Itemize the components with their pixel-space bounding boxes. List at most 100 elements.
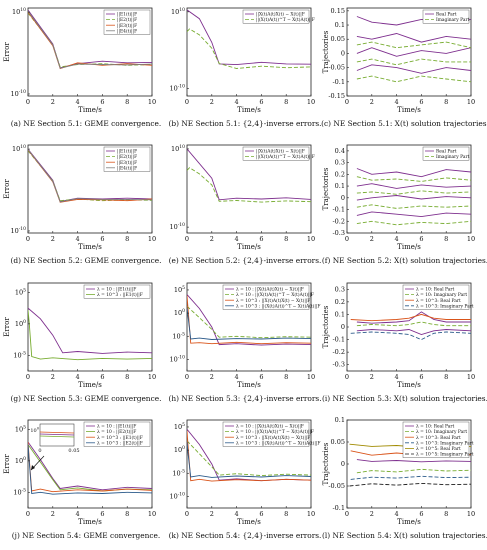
x-tick-label: 0: [345, 373, 349, 381]
legend-box: [422, 146, 470, 161]
y-tick-label: 0.2: [335, 298, 345, 306]
y-tick-label: 0: [341, 49, 345, 57]
legend-label: λ = 10^3: Imaginary Part: [416, 441, 474, 446]
y-tick-label: -0.3: [332, 229, 345, 237]
y-tick-label: 10-10: [169, 83, 185, 92]
series-line-1: [356, 468, 471, 474]
y-tick-label: -0.3: [332, 361, 345, 369]
x-tick-label: 2: [51, 98, 55, 106]
x-tick-label: 6: [259, 235, 263, 243]
inset-line: [39, 433, 75, 436]
legend-label: λ = 10 : ||E2(t)||F: [97, 430, 136, 435]
x-tick-label: 6: [100, 510, 104, 518]
x-axis-label: Time/s: [397, 518, 421, 526]
y-tick-label: 10-10: [169, 222, 185, 231]
legend-label: λ = 10^3 : ||X(t)A(t)X(t) − X(t)||F: [236, 299, 310, 304]
caption-i: (i) NE Section 5.3: X(t) solution trajec…: [322, 394, 487, 403]
series-group: [187, 294, 311, 346]
x-tick-label: 0: [26, 510, 30, 518]
y-tick-label: 105: [174, 422, 185, 431]
legend-label: ||(X(t)A(t))^T − X(t)A(t)||F: [256, 155, 315, 160]
x-tick-label: 4: [235, 510, 239, 518]
x-tick-label: 2: [210, 98, 214, 106]
series-line-4: [356, 176, 471, 182]
series-line-1: [187, 440, 311, 477]
y-tick-label: 10-5: [172, 331, 185, 340]
x-tick-label: 2: [210, 235, 214, 243]
x-tick-label: 0: [26, 98, 30, 106]
series-line-0: [28, 441, 152, 491]
x-tick-label: 0: [185, 98, 189, 106]
x-tick-label: 8: [284, 510, 288, 518]
y-tick-label: 1010: [171, 7, 185, 16]
series-group: [28, 441, 152, 495]
legend-label: ||E3(t)||F: [117, 24, 137, 29]
legend-label: λ = 10^3 : ||(X(t)A(t))^T − X(t)A(t)||F: [236, 304, 320, 309]
inset-x-label: 0.05: [68, 448, 79, 454]
y-axis-label: Error: [3, 179, 11, 199]
series-line-1: [356, 183, 471, 189]
series-group: [356, 168, 471, 226]
y-tick-label: 10-10: [10, 226, 26, 235]
legend-label: ||E2(t)||F: [117, 18, 137, 23]
x-tick-label: 2: [210, 373, 214, 381]
x-tick-label: 6: [419, 510, 423, 518]
legend-label: ||E4(t)||F: [117, 166, 137, 171]
x-tick-label: 6: [419, 235, 423, 243]
x-tick-label: 10: [148, 510, 156, 518]
x-tick-label: 4: [235, 373, 239, 381]
legend-label: ||(X(t)A(t))^T − X(t)A(t)||F: [256, 18, 315, 23]
x-tick-label: 8: [125, 373, 129, 381]
legend-label: Imaginary Part: [436, 155, 470, 160]
x-tick-label: 4: [76, 98, 80, 106]
inset-x-label: 0: [38, 448, 41, 454]
legend: λ = 10 : ||E1(t)||Fλ = 10 : ||E2(t)||Fλ …: [83, 421, 151, 447]
y-axis-label: Error: [3, 42, 11, 62]
x-tick-label: 2: [370, 235, 374, 243]
x-tick-label: 0: [345, 98, 349, 106]
x-tick-label: 8: [125, 98, 129, 106]
series-line-2: [356, 47, 471, 57]
x-axis-label: Time/s: [78, 243, 102, 251]
legend-label: λ = 10^3: Real Part: [416, 436, 461, 441]
x-tick-label: 8: [284, 373, 288, 381]
series-line-1: [356, 329, 471, 335]
x-tick-label: 10: [307, 98, 315, 106]
caption-e: (e) NE Section 5.2: {2,4}-inverse errors…: [169, 256, 322, 265]
x-axis-label: Time/s: [237, 106, 261, 114]
caption-f: (f) NE Section 5.2: X(t) solution trajec…: [322, 256, 487, 265]
y-axis-label: Error: [3, 317, 11, 337]
y-tick-label: 0.1: [335, 416, 345, 424]
y-tick-label: 10-5: [172, 468, 185, 477]
series-line-1: [356, 33, 471, 43]
series-line-0: [187, 294, 311, 346]
x-tick-label: 10: [307, 510, 315, 518]
caption-c: (c) NE Section 5.1: X(t) solution trajec…: [321, 119, 487, 128]
legend-label: λ = 10: Real Part: [416, 425, 455, 430]
series-line-3: [356, 64, 471, 74]
panel-a: 0 2 4 6 8 1010-101010Time/sError||E1(t)||F||E…: [3, 7, 161, 128]
series-line-0: [28, 307, 152, 354]
x-tick-label: 0: [26, 373, 30, 381]
inset: 100 0 0.05: [30, 423, 80, 471]
caption-j: (j) NE Section 5.4: GEME convergence.: [12, 531, 160, 540]
legend: λ = 10 : ||X(t)A(t)X(t) − X(t)||Fλ = 10 …: [222, 421, 320, 447]
legend-label: λ = 10^3: Real Part: [416, 299, 461, 304]
legend-label: ||E1(t)||F: [117, 13, 137, 18]
legend-label: Real Part: [436, 150, 457, 155]
legend-label: λ = 10: Real Part: [416, 288, 455, 293]
x-tick-label: 0: [185, 235, 189, 243]
series-group: [28, 9, 152, 70]
y-tick-label: 10-5: [13, 350, 26, 359]
y-tick-label: -0.2: [332, 217, 345, 225]
x-tick-label: 6: [419, 373, 423, 381]
series-line-5: [356, 58, 471, 66]
x-tick-label: 0: [26, 235, 30, 243]
series-line-3: [356, 211, 471, 218]
legend: ||X(t)A(t)X(t) − X(t)||F||(X(t)A(t))^T −…: [242, 146, 315, 161]
legend-label: λ = 10 : ||E1(t)||F: [97, 425, 136, 430]
legend-label: λ = 10^5: Real Part: [416, 447, 461, 452]
series-group: [187, 429, 311, 482]
